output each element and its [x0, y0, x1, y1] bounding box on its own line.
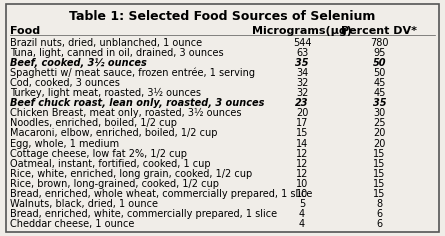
Text: Spaghetti w/ meat sauce, frozen entrée, 1 serving: Spaghetti w/ meat sauce, frozen entrée, … — [10, 68, 255, 78]
Text: 20: 20 — [296, 108, 308, 118]
FancyBboxPatch shape — [6, 4, 439, 232]
Text: 14: 14 — [296, 139, 308, 149]
Text: Egg, whole, 1 medium: Egg, whole, 1 medium — [10, 139, 119, 149]
Text: 17: 17 — [296, 118, 308, 128]
Text: Macaroni, elbow, enriched, boiled, 1/2 cup: Macaroni, elbow, enriched, boiled, 1/2 c… — [10, 128, 218, 139]
Text: 50: 50 — [373, 58, 386, 68]
Text: 15: 15 — [296, 128, 308, 139]
Text: Food: Food — [10, 26, 40, 36]
Text: Chicken Breast, meat only, roasted, 3½ ounces: Chicken Breast, meat only, roasted, 3½ o… — [10, 108, 242, 118]
Text: Beef, cooked, 3½ ounces: Beef, cooked, 3½ ounces — [10, 58, 147, 68]
Text: 15: 15 — [373, 169, 386, 179]
Text: Beef chuck roast, lean only, roasted, 3 ounces: Beef chuck roast, lean only, roasted, 3 … — [10, 98, 265, 108]
Text: Percent DV*: Percent DV* — [341, 26, 417, 36]
Text: 544: 544 — [293, 38, 311, 47]
Text: 10: 10 — [296, 179, 308, 189]
Text: Tuna, light, canned in oil, drained, 3 ounces: Tuna, light, canned in oil, drained, 3 o… — [10, 48, 224, 58]
Text: 34: 34 — [296, 68, 308, 78]
Text: 35: 35 — [295, 58, 309, 68]
Text: 32: 32 — [296, 78, 308, 88]
Text: 25: 25 — [373, 118, 386, 128]
Text: 63: 63 — [296, 48, 308, 58]
Text: Rice, brown, long-grained, cooked, 1/2 cup: Rice, brown, long-grained, cooked, 1/2 c… — [10, 179, 219, 189]
Text: 20: 20 — [373, 128, 386, 139]
Text: Bread, enriched, white, commercially prepared, 1 slice: Bread, enriched, white, commercially pre… — [10, 209, 277, 219]
Text: 15: 15 — [373, 159, 386, 169]
Text: 15: 15 — [373, 189, 386, 199]
Text: 20: 20 — [373, 139, 386, 149]
Text: Walnuts, black, dried, 1 ounce: Walnuts, black, dried, 1 ounce — [10, 199, 158, 209]
Text: 15: 15 — [373, 179, 386, 189]
Text: 12: 12 — [296, 159, 308, 169]
Text: 50: 50 — [373, 68, 386, 78]
Text: 4: 4 — [299, 219, 305, 229]
Text: 12: 12 — [296, 149, 308, 159]
Text: Rice, white, enriched, long grain, cooked, 1/2 cup: Rice, white, enriched, long grain, cooke… — [10, 169, 252, 179]
Text: 12: 12 — [296, 169, 308, 179]
Text: Bread, enriched, whole wheat, commercially prepared, 1 slice: Bread, enriched, whole wheat, commercial… — [10, 189, 312, 199]
Text: 23: 23 — [295, 98, 309, 108]
Text: 32: 32 — [296, 88, 308, 98]
Text: Table 1: Selected Food Sources of Selenium: Table 1: Selected Food Sources of Seleni… — [69, 9, 376, 23]
Text: 15: 15 — [373, 149, 386, 159]
Text: 4: 4 — [299, 209, 305, 219]
Text: Cheddar cheese, 1 ounce: Cheddar cheese, 1 ounce — [10, 219, 134, 229]
Text: Oatmeal, instant, fortified, cooked, 1 cup: Oatmeal, instant, fortified, cooked, 1 c… — [10, 159, 211, 169]
Text: 8: 8 — [376, 199, 383, 209]
Text: Brazil nuts, dried, unblanched, 1 ounce: Brazil nuts, dried, unblanched, 1 ounce — [10, 38, 202, 47]
Text: 6: 6 — [376, 219, 383, 229]
Text: Cottage cheese, low fat 2%, 1/2 cup: Cottage cheese, low fat 2%, 1/2 cup — [10, 149, 187, 159]
Text: Micrograms(μg): Micrograms(μg) — [252, 26, 352, 36]
Text: 45: 45 — [373, 88, 386, 98]
Text: Noodles, enriched, boiled, 1/2 cup: Noodles, enriched, boiled, 1/2 cup — [10, 118, 177, 128]
Text: 45: 45 — [373, 78, 386, 88]
Text: 35: 35 — [373, 98, 386, 108]
Text: Turkey, light meat, roasted, 3½ ounces: Turkey, light meat, roasted, 3½ ounces — [10, 88, 201, 98]
Text: Cod, cooked, 3 ounces: Cod, cooked, 3 ounces — [10, 78, 120, 88]
Text: 10: 10 — [296, 189, 308, 199]
Text: 5: 5 — [299, 199, 305, 209]
Text: 95: 95 — [373, 48, 386, 58]
Text: 30: 30 — [373, 108, 386, 118]
Text: 6: 6 — [376, 209, 383, 219]
Text: 780: 780 — [370, 38, 389, 47]
